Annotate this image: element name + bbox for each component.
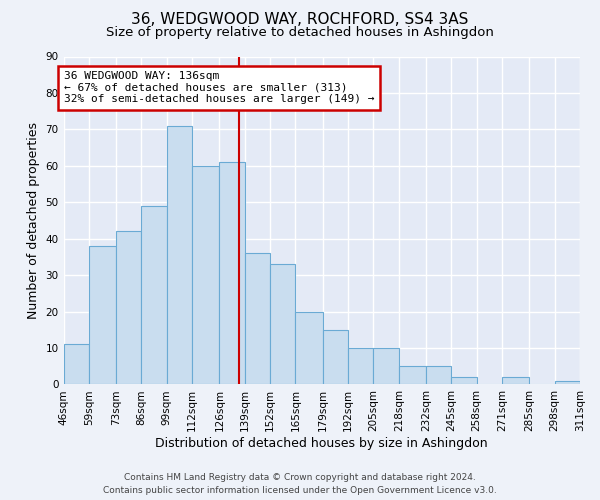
Bar	[142, 206, 167, 384]
Y-axis label: Number of detached properties: Number of detached properties	[27, 122, 40, 319]
Bar	[348, 348, 373, 385]
Bar	[220, 162, 245, 384]
Bar	[116, 232, 142, 384]
Bar	[323, 330, 348, 384]
Text: 36 WEDGWOOD WAY: 136sqm
← 67% of detached houses are smaller (313)
32% of semi-d: 36 WEDGWOOD WAY: 136sqm ← 67% of detache…	[64, 71, 374, 104]
Bar	[295, 312, 323, 384]
Text: Contains HM Land Registry data © Crown copyright and database right 2024.
Contai: Contains HM Land Registry data © Crown c…	[103, 474, 497, 495]
Bar	[192, 166, 220, 384]
Text: Size of property relative to detached houses in Ashingdon: Size of property relative to detached ho…	[106, 26, 494, 39]
Bar	[373, 348, 399, 385]
Bar	[270, 264, 295, 384]
Bar	[399, 366, 426, 384]
Bar	[502, 377, 529, 384]
Bar	[64, 344, 89, 385]
X-axis label: Distribution of detached houses by size in Ashingdon: Distribution of detached houses by size …	[155, 437, 488, 450]
Bar	[245, 254, 270, 384]
Bar	[554, 381, 580, 384]
Bar	[89, 246, 116, 384]
Text: 36, WEDGWOOD WAY, ROCHFORD, SS4 3AS: 36, WEDGWOOD WAY, ROCHFORD, SS4 3AS	[131, 12, 469, 28]
Bar	[167, 126, 192, 384]
Bar	[451, 377, 477, 384]
Bar	[426, 366, 451, 384]
